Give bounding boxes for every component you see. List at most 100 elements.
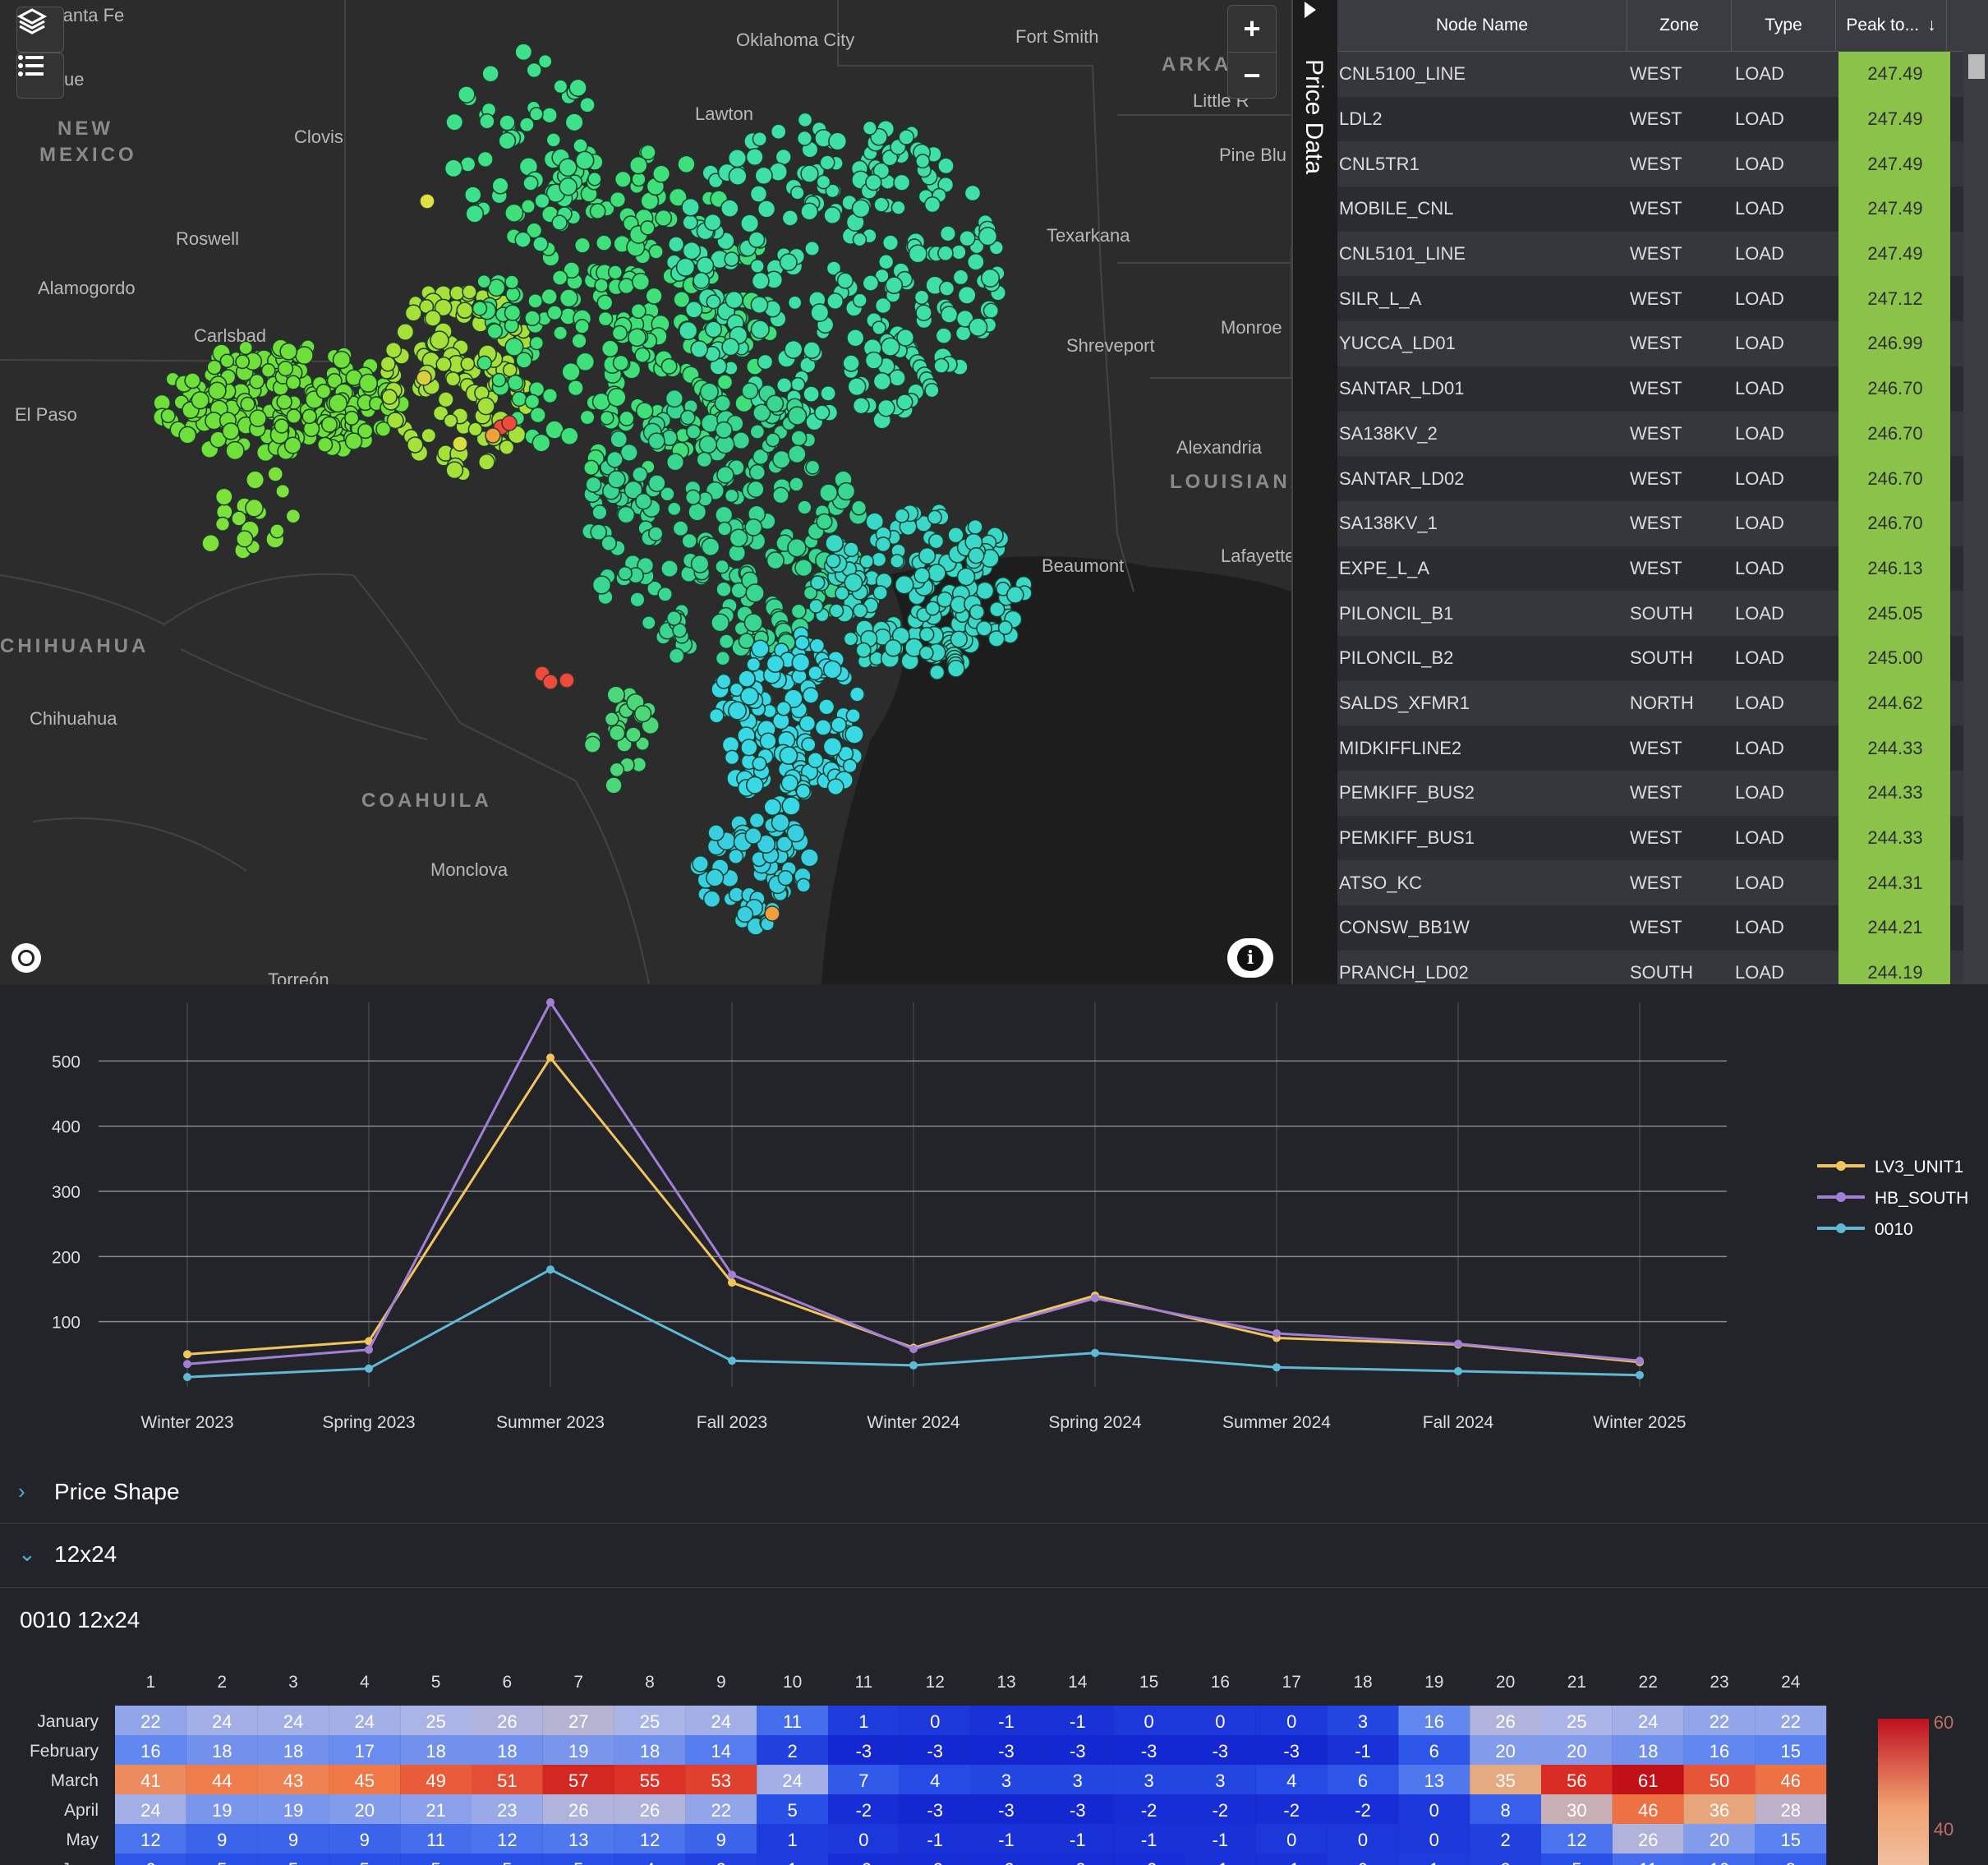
node-marker[interactable] — [696, 451, 713, 468]
node-marker[interactable] — [651, 164, 671, 183]
node-marker[interactable] — [997, 620, 1013, 635]
node-marker[interactable] — [283, 436, 302, 454]
node-marker[interactable] — [416, 370, 432, 386]
node-marker[interactable] — [437, 391, 454, 408]
node-marker[interactable] — [826, 292, 844, 311]
data-point[interactable] — [1272, 1363, 1281, 1372]
heatmap-cell[interactable] — [614, 1765, 686, 1794]
heatmap-cell[interactable] — [685, 1794, 757, 1824]
node-marker[interactable] — [724, 749, 740, 766]
node-marker[interactable] — [561, 362, 581, 382]
node-marker[interactable] — [647, 474, 666, 493]
heatmap-cell[interactable] — [685, 1735, 757, 1765]
node-marker[interactable] — [968, 547, 985, 564]
node-marker[interactable] — [715, 559, 729, 574]
data-point[interactable] — [546, 1053, 555, 1062]
node-marker[interactable] — [732, 431, 751, 450]
node-marker[interactable] — [749, 185, 768, 203]
node-marker[interactable] — [553, 325, 568, 341]
layers-button[interactable] — [16, 7, 64, 53]
node-marker[interactable] — [790, 376, 806, 392]
node-marker[interactable] — [707, 824, 725, 841]
node-marker[interactable] — [763, 798, 782, 817]
data-point[interactable] — [1636, 1370, 1644, 1379]
node-marker[interactable] — [629, 592, 646, 608]
node-marker[interactable] — [826, 553, 841, 569]
node-marker[interactable] — [524, 310, 541, 327]
node-marker[interactable] — [648, 244, 664, 260]
node-marker[interactable] — [640, 220, 656, 236]
chevron-right-icon[interactable]: › — [18, 1479, 25, 1504]
heatmap-cell[interactable] — [115, 1824, 186, 1853]
node-marker[interactable] — [434, 298, 453, 317]
node-marker[interactable] — [681, 532, 697, 550]
node-marker[interactable] — [558, 158, 578, 177]
node-marker[interactable] — [184, 372, 201, 389]
node-marker[interactable] — [937, 157, 955, 175]
data-point[interactable] — [1454, 1366, 1462, 1375]
heatmap-cell[interactable] — [542, 1794, 614, 1824]
heatmap-cell[interactable] — [1470, 1735, 1541, 1765]
node-marker[interactable] — [396, 323, 415, 341]
node-marker[interactable] — [829, 603, 844, 619]
node-marker[interactable] — [794, 559, 813, 578]
node-marker[interactable] — [191, 391, 209, 410]
heatmap-cell[interactable] — [1113, 1794, 1185, 1824]
node-marker[interactable] — [407, 436, 424, 454]
node-marker[interactable] — [679, 320, 698, 341]
node-marker[interactable] — [803, 341, 821, 359]
node-marker[interactable] — [655, 209, 673, 227]
node-marker[interactable] — [956, 567, 976, 587]
node-marker[interactable] — [766, 394, 785, 413]
node-marker[interactable] — [542, 674, 559, 690]
heatmap-cell[interactable] — [1612, 1706, 1684, 1735]
node-marker[interactable] — [524, 394, 541, 410]
node-marker[interactable] — [787, 406, 808, 426]
heatmap-cell[interactable] — [472, 1706, 543, 1735]
heatmap-cell[interactable] — [329, 1735, 401, 1765]
price-data-tab[interactable]: Price Data — [1291, 0, 1339, 984]
node-marker[interactable] — [835, 586, 849, 601]
node-marker[interactable] — [925, 601, 941, 616]
node-marker[interactable] — [724, 251, 739, 267]
data-point[interactable] — [728, 1278, 736, 1287]
node-marker[interactable] — [825, 183, 840, 199]
heatmap-cell[interactable] — [400, 1824, 472, 1853]
node-marker[interactable] — [728, 701, 748, 721]
heatmap-cell[interactable] — [970, 1853, 1042, 1865]
node-marker[interactable] — [551, 214, 568, 231]
node-marker[interactable] — [744, 827, 762, 845]
node-marker[interactable] — [745, 148, 764, 166]
node-marker[interactable] — [666, 610, 682, 626]
node-marker[interactable] — [808, 665, 823, 681]
node-marker[interactable] — [501, 415, 518, 431]
data-point[interactable] — [365, 1364, 373, 1373]
node-marker[interactable] — [784, 688, 803, 708]
heatmap-cell[interactable] — [1541, 1824, 1613, 1853]
heatmap-cell[interactable] — [685, 1706, 757, 1735]
node-marker[interactable] — [201, 533, 220, 553]
node-marker[interactable] — [852, 397, 870, 415]
node-marker[interactable] — [675, 257, 696, 277]
node-marker[interactable] — [631, 272, 651, 291]
node-marker[interactable] — [751, 271, 770, 290]
node-marker[interactable] — [269, 523, 285, 539]
heatmap-cell[interactable] — [1255, 1794, 1328, 1824]
data-point[interactable] — [1454, 1339, 1462, 1348]
node-marker[interactable] — [551, 269, 568, 286]
heatmap-cell[interactable] — [1042, 1824, 1114, 1853]
node-marker[interactable] — [844, 573, 863, 592]
node-marker[interactable] — [810, 575, 826, 591]
node-marker[interactable] — [481, 64, 499, 83]
node-marker[interactable] — [955, 325, 972, 342]
table-row[interactable]: CNL5100_LINE WEST LOAD 247.49 — [1337, 52, 1988, 97]
node-marker[interactable] — [772, 486, 789, 504]
node-marker[interactable] — [522, 175, 539, 191]
node-marker[interactable] — [940, 306, 959, 324]
node-marker[interactable] — [465, 204, 485, 223]
heatmap-cell[interactable] — [257, 1794, 329, 1824]
heatmap-cell[interactable] — [828, 1735, 900, 1765]
node-marker[interactable] — [160, 408, 176, 424]
heatmap-cell[interactable] — [329, 1824, 401, 1853]
node-marker[interactable] — [955, 309, 974, 328]
